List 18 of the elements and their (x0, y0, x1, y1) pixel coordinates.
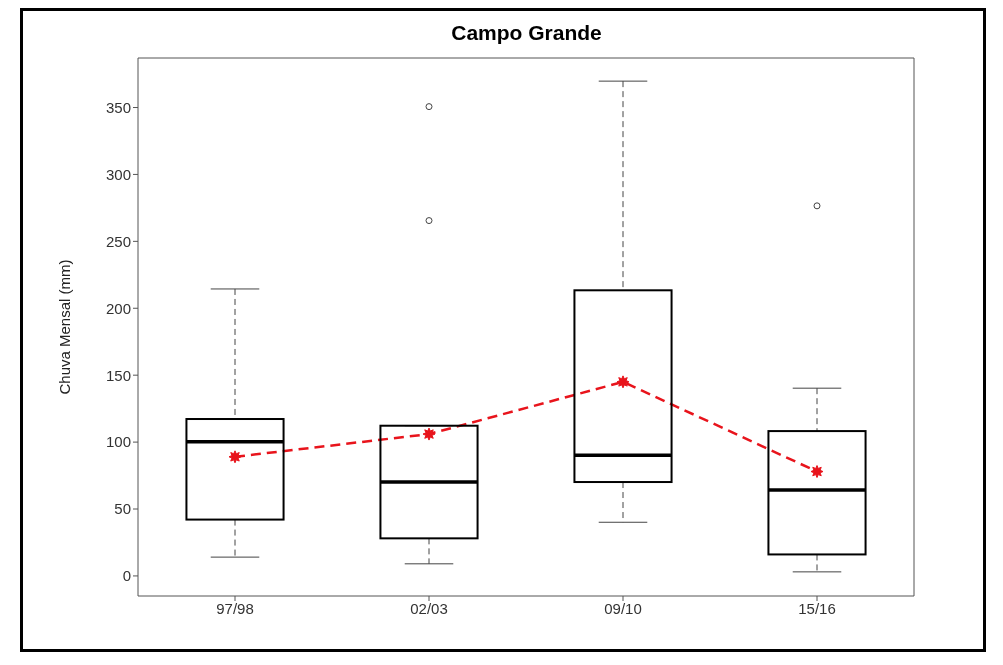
y-tick-label: 100 (105, 433, 131, 451)
point (810, 465, 824, 479)
point (616, 375, 630, 389)
y-tick-label: 150 (105, 366, 131, 384)
y-tick-label: 300 (105, 165, 131, 183)
chart-title: Campo Grande (450, 21, 603, 45)
point (228, 450, 242, 464)
y-tick-label: 0 (122, 567, 131, 585)
point (422, 427, 436, 441)
x-tick-label: 02/03 (410, 599, 448, 617)
y-tick-label: 50 (114, 500, 131, 518)
x-tick-label: 09/10 (604, 599, 642, 617)
x-tick-label: 15/16 (798, 599, 836, 617)
y-axis-title: Chuva Mensal (mm) (56, 259, 74, 395)
y-tick-label: 200 (105, 299, 131, 317)
x-tick-label: 97/98 (216, 599, 254, 617)
y-tick-label: 250 (105, 232, 131, 250)
y-tick-label: 350 (105, 98, 131, 116)
